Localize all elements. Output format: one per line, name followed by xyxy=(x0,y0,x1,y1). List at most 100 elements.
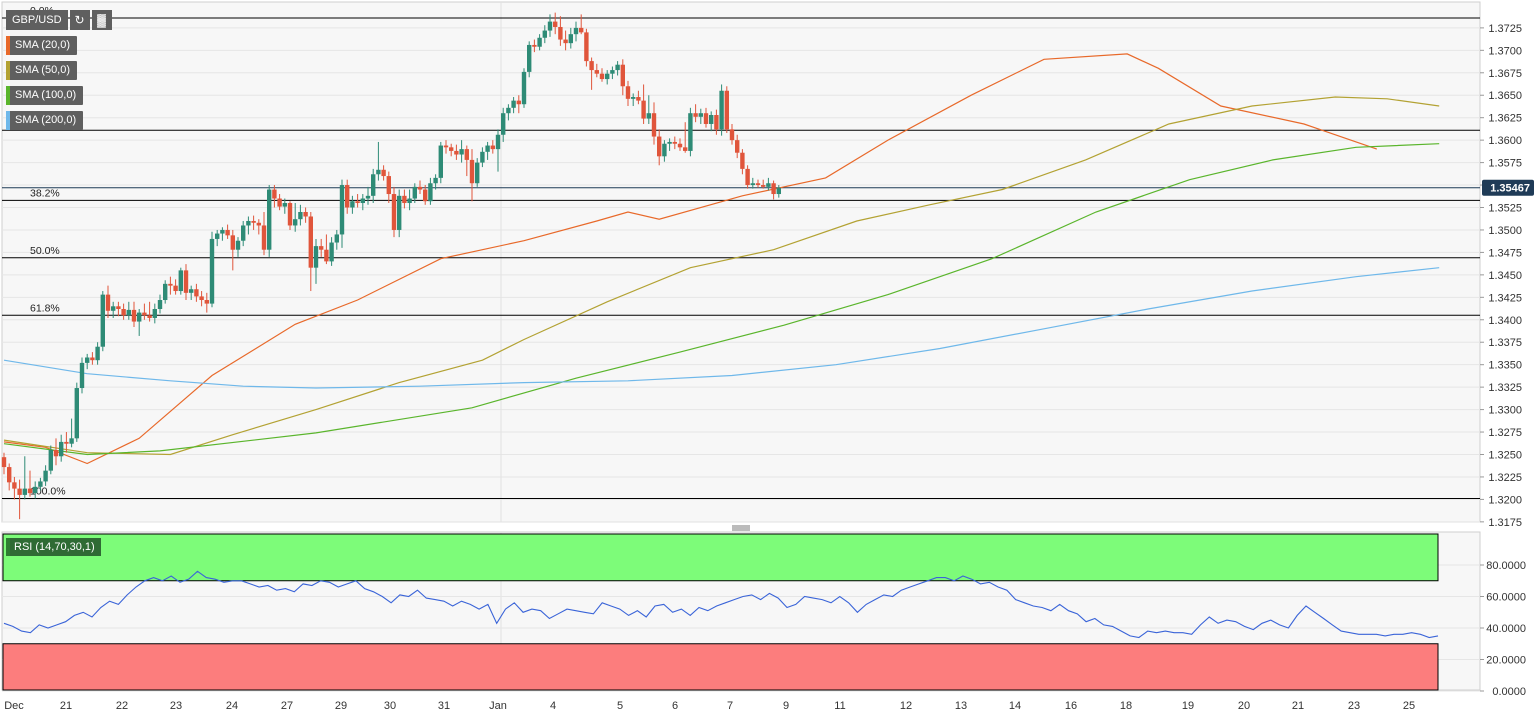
y-tick-label: 1.3500 xyxy=(1488,225,1522,237)
candle-body xyxy=(173,285,178,292)
panel-resize-handle[interactable] xyxy=(732,525,750,531)
candle-body xyxy=(256,222,261,226)
candle-body xyxy=(334,234,339,243)
candle-body xyxy=(308,216,313,268)
x-tick-label: 23 xyxy=(1348,700,1360,712)
refresh-icon[interactable]: ↻ xyxy=(69,10,90,30)
candle-body xyxy=(511,100,516,108)
candle-body xyxy=(464,149,469,160)
y-tick-label: 1.3350 xyxy=(1488,360,1522,372)
candle-body xyxy=(85,357,90,363)
candle-body xyxy=(776,187,781,195)
legend-sma-200[interactable]: SMA (200,0) xyxy=(6,111,84,130)
candle-body xyxy=(313,246,319,268)
y-tick-label: 1.3525 xyxy=(1488,203,1522,215)
y-tick-label: 1.3625 xyxy=(1488,113,1522,125)
fibonacci-levels: 0.0%23.6%38.2%50.0%61.8%100.0% xyxy=(2,5,1480,499)
candle-body xyxy=(693,113,698,117)
candle-body xyxy=(397,195,402,230)
y-tick-label: 1.3425 xyxy=(1488,292,1522,304)
candle-body xyxy=(594,70,599,74)
x-tick-label: 6 xyxy=(672,700,678,712)
x-tick-label: 12 xyxy=(900,700,912,712)
candle-body xyxy=(714,114,719,130)
candle-body xyxy=(672,141,677,144)
fib-label: 38.2% xyxy=(30,187,60,199)
candle-body xyxy=(761,185,766,187)
candle-body xyxy=(43,470,48,482)
y-tick-label: 1.3450 xyxy=(1488,270,1522,282)
y-tick-label: 1.3275 xyxy=(1488,427,1522,439)
x-tick-label: 13 xyxy=(955,700,967,712)
y-tick-label: 1.3200 xyxy=(1488,494,1522,506)
candle-body xyxy=(542,30,547,38)
candle-body xyxy=(547,21,553,31)
candle-body xyxy=(293,219,298,226)
y-tick-label: 1.3475 xyxy=(1488,247,1522,259)
legend-label: SMA (100,0) xyxy=(15,89,77,101)
rsi-y-tick-label: 80.0000 xyxy=(1486,560,1526,572)
candles xyxy=(1,12,781,520)
x-tick-label: 7 xyxy=(727,700,733,712)
candle-body xyxy=(584,32,589,62)
symbol-label[interactable]: GBP/USD xyxy=(6,10,68,30)
candle-body xyxy=(417,186,423,190)
candle-body xyxy=(558,26,563,40)
candle-body xyxy=(38,481,43,487)
candle-body xyxy=(599,73,605,80)
candle-body xyxy=(100,294,105,347)
x-tick-label: 31 xyxy=(438,700,450,712)
candle-body xyxy=(142,312,147,316)
candle-body xyxy=(22,488,27,495)
x-tick-label: Dec xyxy=(4,700,24,712)
fib-label: 100.0% xyxy=(30,486,66,498)
candle-body xyxy=(428,183,433,202)
legend-sma-50[interactable]: SMA (50,0) xyxy=(6,61,78,80)
rsi-legend[interactable]: RSI (14,70,30,1) xyxy=(6,538,101,556)
candle-body xyxy=(235,240,241,250)
oversold-zone xyxy=(2,643,1439,691)
candle-body xyxy=(303,211,308,217)
candle-body xyxy=(189,289,194,293)
candle-body xyxy=(657,136,662,157)
x-tick-label: 30 xyxy=(384,700,396,712)
sma-line xyxy=(3,267,1440,389)
candle-body xyxy=(371,174,376,196)
indicator-settings-icon[interactable]: ▓ xyxy=(91,10,112,30)
candle-body xyxy=(646,113,651,119)
candle-body xyxy=(225,229,230,236)
x-tick-label: 21 xyxy=(60,700,72,712)
rsi-line-path xyxy=(3,570,1439,639)
rsi-y-tick-label: 40.0000 xyxy=(1486,623,1526,635)
candle-body xyxy=(27,488,33,494)
candle-body xyxy=(178,270,183,292)
legend-color-swatch xyxy=(6,86,10,105)
candle-body xyxy=(339,185,345,235)
candle-body xyxy=(12,482,17,489)
candle-body xyxy=(521,71,527,105)
candle-body xyxy=(298,211,303,220)
candle-body xyxy=(1,457,7,468)
candle-body xyxy=(261,225,267,250)
candle-body xyxy=(376,169,381,175)
legend-color-swatch xyxy=(6,36,10,55)
x-tick-label: 29 xyxy=(335,700,347,712)
candle-body xyxy=(443,145,449,148)
candle-body xyxy=(516,100,521,105)
candle-body xyxy=(90,357,95,361)
candle-body xyxy=(729,129,735,141)
candle-body xyxy=(246,220,251,226)
candle-body xyxy=(688,113,693,151)
legend-sma-100[interactable]: SMA (100,0) xyxy=(6,86,84,105)
x-tick-label: 5 xyxy=(617,700,623,712)
candle-body xyxy=(319,246,324,250)
legend-sma-20[interactable]: SMA (20,0) xyxy=(6,36,78,55)
y-tick-label: 1.3300 xyxy=(1488,405,1522,417)
rsi-legend-label: RSI (14,70,30,1) xyxy=(10,538,101,556)
candle-body xyxy=(454,150,459,155)
candle-body xyxy=(282,203,287,207)
legend-label: SMA (200,0) xyxy=(15,114,77,126)
candle-body xyxy=(350,201,355,208)
